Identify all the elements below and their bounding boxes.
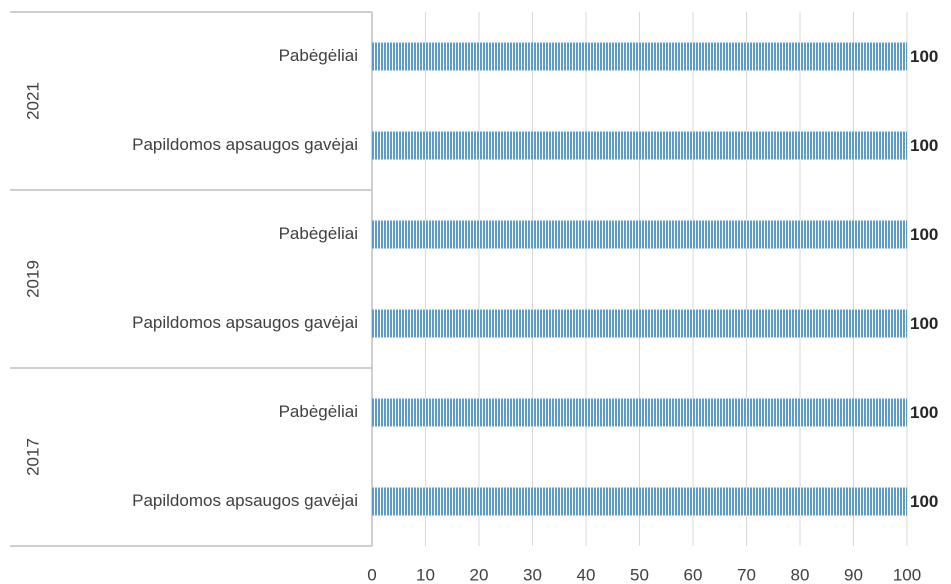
x-tick-label: 10 [416, 565, 435, 584]
y-tick-label: Papildomos apsaugos gavėjai [132, 491, 358, 510]
x-tick-label: 50 [630, 565, 649, 584]
bar [372, 220, 907, 249]
x-tick-label: 0 [367, 565, 376, 584]
data-label: 100 [910, 47, 938, 66]
bar [372, 309, 907, 338]
bar [372, 42, 907, 71]
y-tick-label: Pabėgėliai [279, 402, 358, 421]
y-tick-label: Papildomos apsaugos gavėjai [132, 135, 358, 154]
x-tick-label: 100 [893, 565, 921, 584]
bar [372, 131, 907, 160]
x-tick-label: 40 [577, 565, 596, 584]
group-label: 2017 [23, 438, 42, 476]
x-tick-label: 20 [470, 565, 489, 584]
y-tick-label: Pabėgėliai [279, 224, 358, 243]
data-label: 100 [910, 492, 938, 511]
x-tick-label: 30 [523, 565, 542, 584]
y-tick-label: Pabėgėliai [279, 46, 358, 65]
data-label: 100 [910, 403, 938, 422]
group-label: 2021 [23, 82, 42, 120]
data-label: 100 [910, 225, 938, 244]
data-label: 100 [910, 136, 938, 155]
group-label: 2019 [23, 260, 42, 298]
x-tick-label: 70 [737, 565, 756, 584]
data-label: 100 [910, 314, 938, 333]
x-tick-label: 90 [844, 565, 863, 584]
x-tick-label: 80 [791, 565, 810, 584]
y-tick-label: Papildomos apsaugos gavėjai [132, 313, 358, 332]
bar [372, 398, 907, 427]
bar [372, 487, 907, 516]
x-tick-label: 60 [684, 565, 703, 584]
